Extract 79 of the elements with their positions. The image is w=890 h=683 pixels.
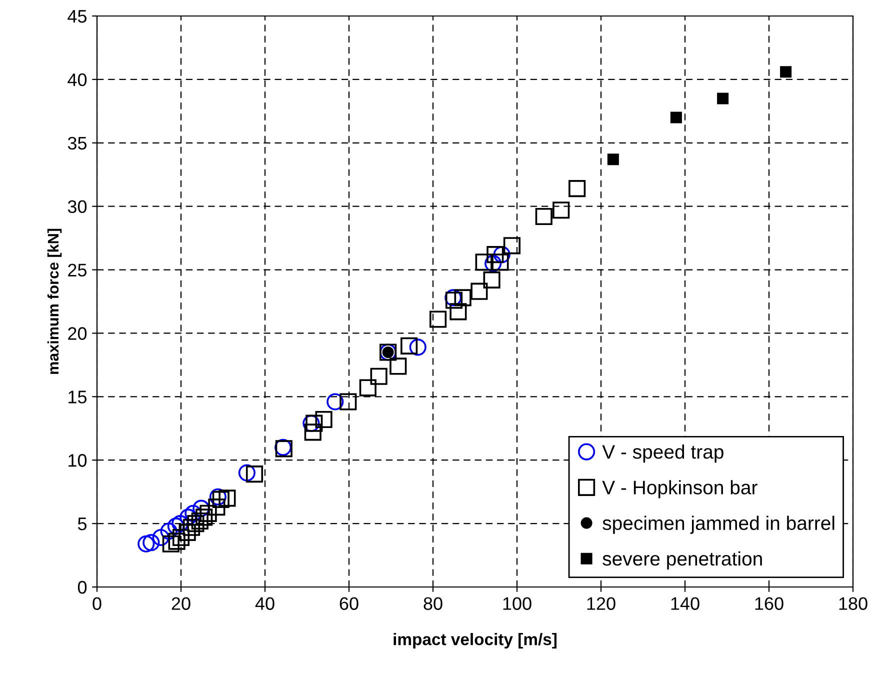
x-tick-label: 20 — [172, 597, 190, 610]
point — [670, 112, 682, 124]
y-tick-label: 20 — [68, 327, 87, 340]
point — [409, 338, 426, 356]
point — [218, 490, 236, 507]
point — [187, 515, 204, 532]
x-axis-title: impact velocity [m/s] — [394, 633, 557, 649]
x-tick-label: 120 — [587, 597, 616, 610]
x-tick-label: 180 — [839, 597, 868, 610]
point — [212, 490, 230, 508]
legend-label: severe penetration — [602, 551, 762, 570]
point — [208, 498, 226, 516]
legend-label: V - speed trap — [602, 444, 724, 463]
y-tick-label: 0 — [78, 580, 87, 594]
y-tick-label: 30 — [68, 200, 87, 214]
point — [152, 528, 170, 546]
point — [484, 254, 502, 272]
point — [326, 393, 344, 410]
point — [238, 464, 256, 482]
point — [172, 528, 190, 546]
point — [304, 424, 322, 441]
y-tick-label: 45 — [68, 10, 87, 23]
y-tick-label: 25 — [68, 264, 87, 276]
point — [191, 512, 208, 530]
point — [493, 246, 510, 264]
point — [475, 254, 492, 271]
point — [162, 535, 180, 552]
point — [184, 504, 202, 522]
point — [492, 254, 509, 271]
point — [340, 393, 357, 410]
x-tick-label: 60 — [340, 597, 358, 610]
point — [535, 208, 552, 226]
point — [607, 154, 619, 166]
legend-label: V - Hopkinson bar — [602, 480, 758, 498]
point — [359, 379, 376, 396]
x-tick-label: 40 — [255, 597, 274, 610]
y-axis-title: maximum force [kN] — [47, 228, 62, 374]
x-tick-label: 80 — [424, 597, 442, 610]
point — [167, 518, 185, 535]
point — [209, 488, 227, 506]
y-tick-label: 10 — [68, 454, 87, 467]
point — [302, 414, 320, 432]
y-tick-label: 15 — [68, 390, 87, 404]
point — [483, 271, 500, 288]
point — [486, 246, 504, 264]
point — [172, 515, 189, 532]
point — [470, 282, 488, 300]
point — [454, 289, 472, 306]
y-tick-label: 40 — [68, 73, 87, 86]
point — [306, 414, 323, 432]
point — [182, 518, 200, 536]
point — [450, 303, 467, 320]
point — [178, 524, 196, 541]
x-tick-label: 160 — [755, 597, 784, 610]
point — [168, 532, 186, 550]
point — [503, 237, 521, 254]
point — [400, 337, 418, 354]
point — [160, 522, 178, 540]
legend-label: specimen jammed in barrel — [602, 516, 834, 534]
x-tick-label: 100 — [503, 597, 532, 610]
point — [370, 368, 388, 385]
point — [390, 358, 407, 375]
point — [200, 504, 217, 522]
point — [717, 92, 729, 104]
x-tick-label: 0 — [92, 597, 102, 610]
point — [780, 66, 792, 78]
point — [246, 466, 264, 483]
x-tick-label: 140 — [671, 597, 700, 610]
point — [192, 500, 210, 517]
y-tick-label: 5 — [78, 518, 87, 530]
point — [142, 534, 160, 552]
point — [552, 202, 570, 219]
y-tick-label: 35 — [68, 136, 87, 150]
point — [138, 535, 155, 552]
point — [180, 508, 197, 526]
point — [568, 180, 586, 198]
point — [429, 310, 447, 328]
point — [315, 410, 332, 428]
point — [196, 508, 213, 526]
